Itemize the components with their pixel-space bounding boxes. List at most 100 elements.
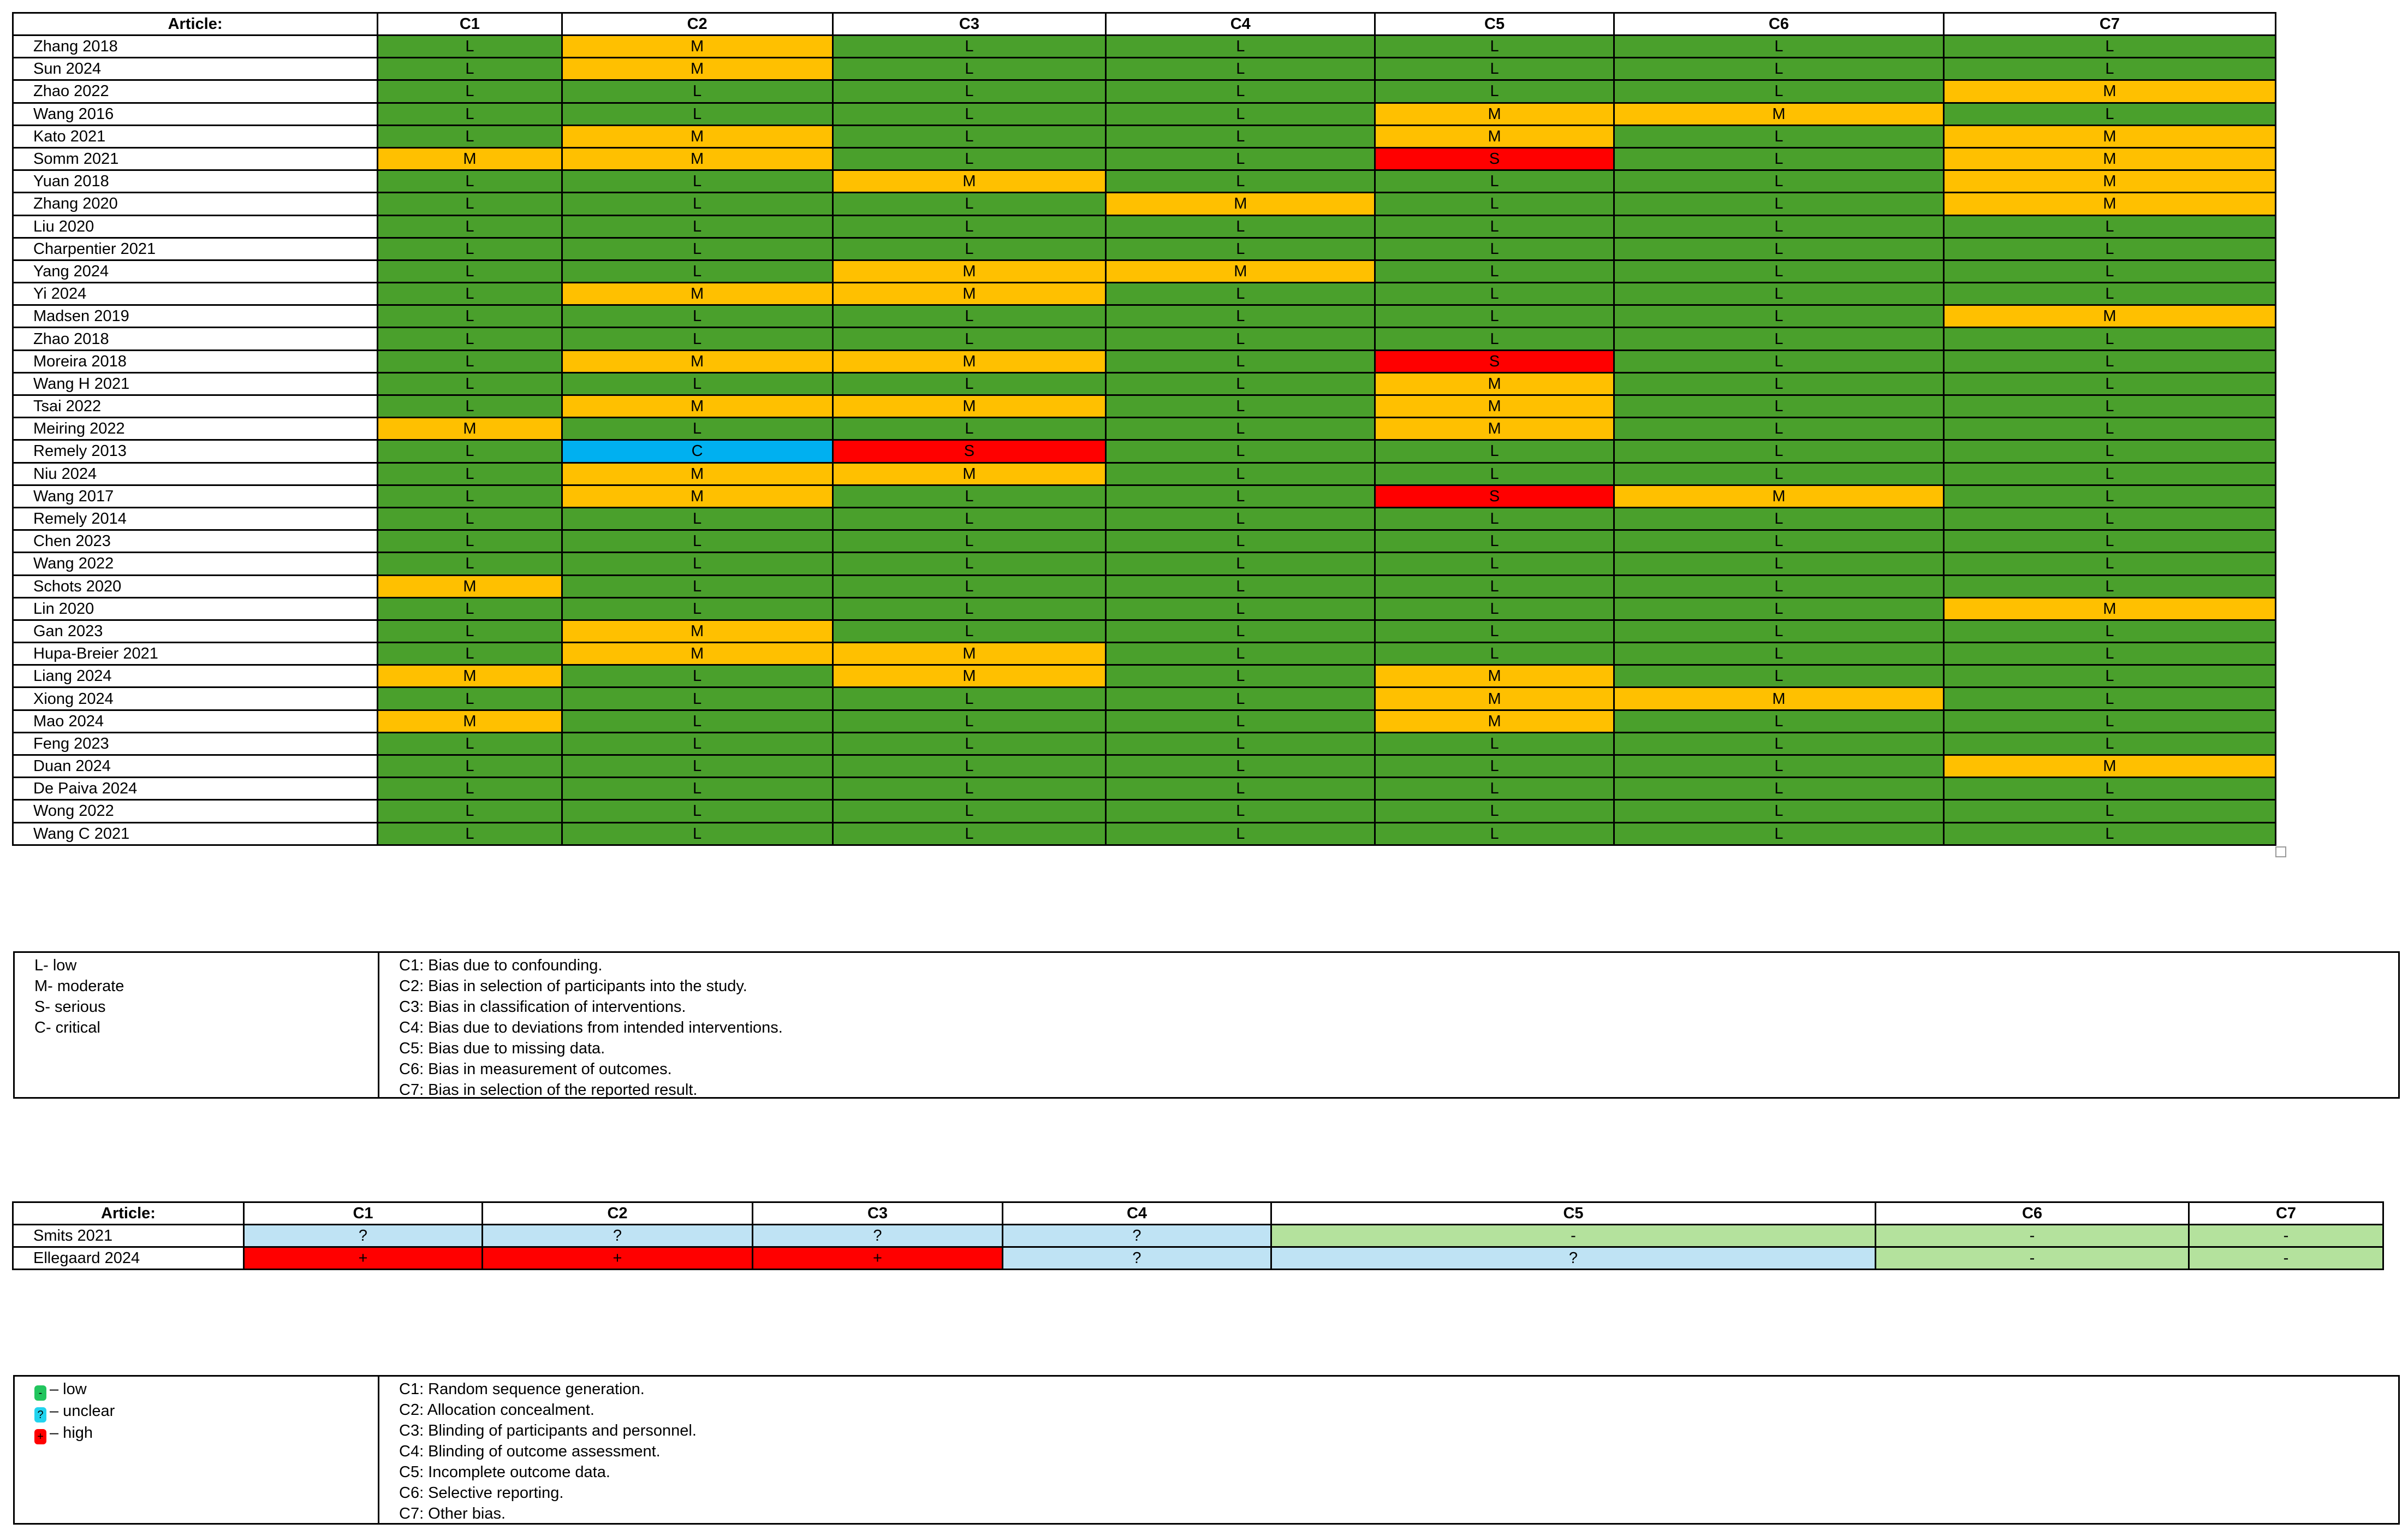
robins-article-cell: Xiong 2024 bbox=[11, 686, 379, 711]
robins-rating-cell-c1: L bbox=[377, 642, 563, 666]
robins-rating-cell-c7: L bbox=[1942, 574, 2277, 598]
robins-row: Hupa-Breier 2021 L M M L L L L bbox=[11, 642, 2277, 666]
robins-rating-cell-c3: S bbox=[831, 439, 1107, 464]
robins-rating-cell-c3: L bbox=[831, 124, 1107, 149]
robins-rating-cell-c5: L bbox=[1374, 821, 1615, 846]
robins-rating-cell-c3: L bbox=[831, 417, 1107, 441]
robins-rating-cell-c6: L bbox=[1613, 529, 1945, 554]
robins-rating-cell-c5: M bbox=[1374, 102, 1615, 126]
legend-criterion-c7: C7: Bias in selection of the reported re… bbox=[399, 1081, 698, 1099]
robins-rating-cell-c5: L bbox=[1374, 461, 1615, 486]
robins-rating-cell-c2: L bbox=[561, 709, 834, 733]
robins-rating-cell-c1: L bbox=[377, 596, 563, 621]
robins-rating-cell-c5: M bbox=[1374, 124, 1615, 149]
robins-rating-cell-c3: M bbox=[831, 642, 1107, 666]
robins-rating-cell-c7: L bbox=[1942, 394, 2277, 419]
robins-rating-cell-c1: L bbox=[377, 124, 563, 149]
robins-rating-cell-c1: M bbox=[377, 664, 563, 689]
robins-rating-cell-c1: L bbox=[377, 169, 563, 194]
robins-rating-cell-c6: L bbox=[1613, 282, 1945, 306]
rob-rating-cell-c4: ? bbox=[1002, 1224, 1272, 1248]
robins-rating-cell-c4: L bbox=[1105, 417, 1376, 441]
robins-article-cell: Zhao 2018 bbox=[11, 327, 379, 351]
table-resize-handle[interactable] bbox=[2275, 846, 2286, 857]
robins-row: Meiring 2022 M L L L M L L bbox=[11, 417, 2277, 441]
rob-legend-criterion-c7: C7: Other bias. bbox=[399, 1505, 506, 1522]
rob-header-row: Article: C1 C2 C3 C4 C5 C6 C7 bbox=[12, 1201, 2384, 1225]
robins-rating-cell-c4: L bbox=[1105, 799, 1376, 823]
rob-rating-cell-c2: + bbox=[481, 1246, 753, 1270]
robins-rating-cell-c6: M bbox=[1613, 686, 1945, 711]
rob-legend-criterion-c5: C5: Incomplete outcome data. bbox=[399, 1463, 610, 1481]
robins-rating-cell-c6: L bbox=[1613, 821, 1945, 846]
robins-article-cell: Wang 2016 bbox=[11, 102, 379, 126]
robins-rating-cell-c2: L bbox=[561, 304, 834, 329]
legend-level-moderate: M- moderate bbox=[34, 977, 124, 995]
robins-rating-cell-c1: L bbox=[377, 394, 563, 419]
robins-rating-cell-c2: L bbox=[561, 731, 834, 756]
robins-rating-cell-c2: M bbox=[561, 349, 834, 374]
rob-legend-criterion-c6: C6: Selective reporting. bbox=[399, 1484, 564, 1502]
robins-rating-cell-c3: M bbox=[831, 664, 1107, 689]
robins-rating-cell-c5: L bbox=[1374, 282, 1615, 306]
robins-row: Yuan 2018 L L M L L L M bbox=[11, 169, 2277, 194]
robins-rating-cell-c4: L bbox=[1105, 596, 1376, 621]
rob-rating-cell-c1: ? bbox=[243, 1224, 483, 1248]
robins-rating-cell-c6: L bbox=[1613, 506, 1945, 531]
robins-rating-cell-c6: L bbox=[1613, 192, 1945, 216]
robins-rating-cell-c5: M bbox=[1374, 417, 1615, 441]
robins-rating-cell-c4: L bbox=[1105, 552, 1376, 576]
robins-rating-cell-c6: M bbox=[1613, 484, 1945, 508]
robins-rating-cell-c5: L bbox=[1374, 304, 1615, 329]
robins-row: Yi 2024 L M M L L L L bbox=[11, 282, 2277, 306]
robins-rating-cell-c2: L bbox=[561, 327, 834, 351]
rob-rating-cell-c1: + bbox=[243, 1246, 483, 1270]
robins-rating-cell-c2: L bbox=[561, 777, 834, 801]
robins-article-cell: Zhang 2020 bbox=[11, 192, 379, 216]
legend-level-low: L- low bbox=[34, 957, 77, 974]
robins-rating-cell-c3: L bbox=[831, 574, 1107, 598]
robins-rating-cell-c4: L bbox=[1105, 619, 1376, 644]
robins-rating-cell-c4: L bbox=[1105, 664, 1376, 689]
robins-rating-cell-c3: M bbox=[831, 259, 1107, 284]
robins-rating-cell-c3: L bbox=[831, 304, 1107, 329]
robins-rating-cell-c7: L bbox=[1942, 349, 2277, 374]
rob-legend-criterion-c3: C3: Blinding of participants and personn… bbox=[399, 1422, 697, 1439]
rob-row: Ellegaard 2024 + + +?? - - bbox=[12, 1246, 2384, 1270]
robins-rating-cell-c5: L bbox=[1374, 754, 1615, 779]
robins-rating-cell-c6: L bbox=[1613, 327, 1945, 351]
robins-rating-cell-c1: L bbox=[377, 304, 563, 329]
robins-rating-cell-c1: L bbox=[377, 777, 563, 801]
robins-article-cell: De Paiva 2024 bbox=[11, 777, 379, 801]
robins-rating-cell-c6: L bbox=[1613, 259, 1945, 284]
robins-rating-cell-c5: S bbox=[1374, 146, 1615, 171]
robins-rating-cell-c4: L bbox=[1105, 371, 1376, 396]
robins-rating-cell-c5: L bbox=[1374, 596, 1615, 621]
robins-rating-cell-c7: L bbox=[1942, 57, 2277, 81]
rob-article-cell: Smits 2021 bbox=[12, 1224, 245, 1248]
robins-row: Wong 2022 L L L L L L L bbox=[11, 799, 2277, 823]
robins-rating-cell-c1: L bbox=[377, 214, 563, 239]
robins-rating-cell-c5: L bbox=[1374, 192, 1615, 216]
robins-rating-cell-c2: L bbox=[561, 102, 834, 126]
robins-row: Kato 2021 L M L L M L M bbox=[11, 124, 2277, 149]
low-swatch-icon: - bbox=[34, 1385, 46, 1401]
robins-col-c4: C4 bbox=[1105, 12, 1376, 36]
robins-article-cell: Liang 2024 bbox=[11, 664, 379, 689]
robins-rating-cell-c5: L bbox=[1374, 214, 1615, 239]
robins-rating-cell-c3: L bbox=[831, 102, 1107, 126]
robins-rating-cell-c1: L bbox=[377, 327, 563, 351]
robins-article-cell: Duan 2024 bbox=[11, 754, 379, 779]
robins-rating-cell-c4: L bbox=[1105, 282, 1376, 306]
robins-rating-cell-c7: M bbox=[1942, 146, 2277, 171]
robins-rating-cell-c3: L bbox=[831, 709, 1107, 733]
robins-col-c1: C1 bbox=[377, 12, 563, 36]
robins-rating-cell-c4: L bbox=[1105, 79, 1376, 104]
rob-rating-cell-c7: - bbox=[2188, 1246, 2384, 1270]
rob-legend-criterion-c1: C1: Random sequence generation. bbox=[399, 1380, 645, 1398]
robins-rating-cell-c4: L bbox=[1105, 754, 1376, 779]
robins-rating-cell-c5: L bbox=[1374, 529, 1615, 554]
robins-rating-cell-c5: L bbox=[1374, 642, 1615, 666]
robins-rating-cell-c5: L bbox=[1374, 506, 1615, 531]
robins-rating-cell-c6: L bbox=[1613, 124, 1945, 149]
